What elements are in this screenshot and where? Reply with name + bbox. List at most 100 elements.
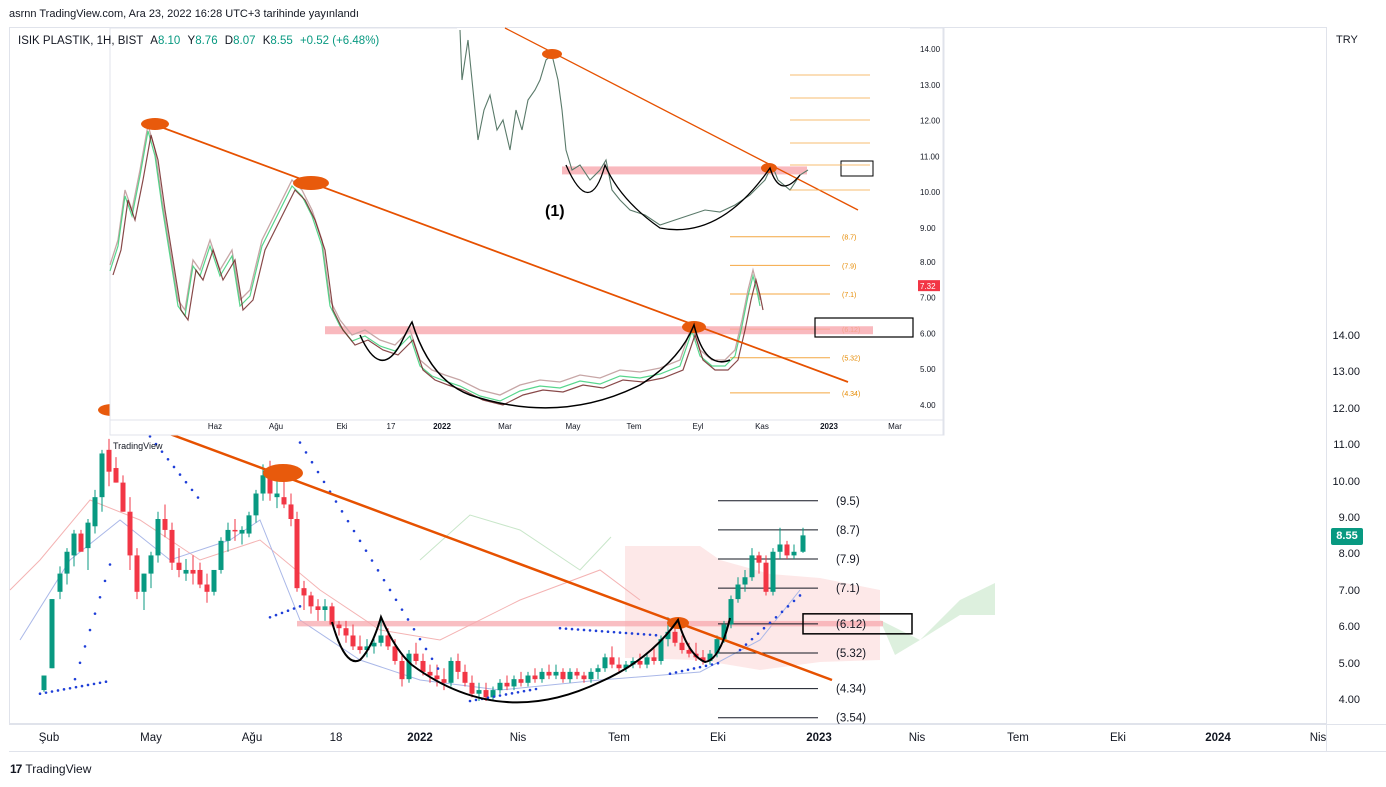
sar-dot (710, 663, 714, 666)
candle-body (602, 657, 608, 669)
time-axis[interactable]: Şub May Ağu 18 2022 Nis Tem Eki 2023 Nis Tem Eki 202… (9, 724, 1326, 752)
price-axis-tick: 13.00 (1332, 366, 1360, 379)
time-axis-tick: 2023 (806, 732, 832, 744)
candle-body (343, 628, 349, 636)
sar-dot (576, 628, 580, 631)
candle-body (127, 511, 133, 556)
candle-body (288, 504, 294, 519)
price-axis-tick: 10.00 (1332, 475, 1360, 488)
sar-dot (630, 632, 634, 635)
top-inset-price-tick: 13.00 (920, 81, 941, 90)
sar-dot (668, 672, 672, 675)
sar-dot (190, 488, 194, 492)
sar-dot (588, 629, 592, 632)
candle-body (85, 522, 91, 549)
top-inset-price-tick: 14.00 (920, 45, 941, 54)
inset-fib-label: (7.1) (842, 292, 856, 299)
price-axis-tick: 8.00 (1338, 548, 1360, 561)
price-axis-tick: 4.00 (1338, 694, 1360, 706)
sar-dot (358, 539, 362, 543)
sar-dot (68, 686, 72, 690)
price-axis[interactable]: 14.00 13.00 12.00 11.00 10.00 9.00 8.00 7.00 6.0… (1326, 27, 1386, 724)
candle-body (204, 584, 210, 592)
candle-body (413, 653, 419, 661)
sar-dot (492, 695, 496, 698)
candle-body (427, 671, 433, 676)
top-inset-label: (1) (545, 203, 565, 220)
inset-time-tick: Mar (888, 422, 902, 431)
candle-body (392, 646, 398, 661)
sar-dot (178, 473, 182, 476)
sar-dot (786, 605, 790, 608)
inset-price-tick: 7.00 (920, 294, 936, 303)
ichimoku-cloud-red (625, 546, 880, 670)
candle-body (420, 660, 426, 672)
candle-body (406, 653, 412, 680)
time-axis-tick: Nis (509, 732, 527, 744)
inset-ma-dark (112, 134, 764, 406)
candle-body (616, 664, 622, 669)
sar-dot (352, 529, 356, 533)
sar-dot (738, 648, 742, 652)
time-axis-tick: Ağu (241, 732, 263, 744)
inset-time-tick: Kas (755, 422, 769, 431)
candle-body (336, 624, 342, 629)
top-inset-price-tick: 11.00 (920, 152, 940, 161)
candle-body (232, 529, 238, 532)
candle-body (539, 671, 545, 680)
tradingview-watermark: TradingView (113, 441, 163, 451)
sar-dot (474, 698, 478, 702)
candle-body (441, 679, 447, 683)
sar-dot (310, 460, 314, 464)
candle-body (190, 569, 196, 574)
candle-body (141, 573, 147, 592)
candle-body (800, 535, 806, 552)
inset-price-badge (918, 280, 940, 292)
inset-time-tick: 2022 (433, 422, 451, 431)
candle-body (742, 577, 748, 585)
sar-dot (280, 611, 284, 615)
top-inset-highlight-box (840, 160, 874, 177)
candle-body (78, 533, 84, 552)
top-inset-trendline (504, 27, 859, 211)
sar-dot (418, 637, 422, 641)
candle-body (595, 668, 601, 672)
sar-dot (298, 441, 302, 444)
sar-dot (62, 688, 66, 691)
candle-body (623, 664, 629, 669)
candle-body (64, 551, 70, 574)
sar-dot (148, 435, 152, 438)
sar-dot (654, 633, 658, 637)
sar-dot (582, 628, 586, 632)
candle-body (651, 657, 657, 661)
candle-body (113, 468, 119, 483)
candle-body (777, 544, 783, 552)
top-inset-price-tick: 12.00 (920, 117, 941, 126)
sar-dot (73, 677, 77, 681)
fib-level-label: (7.1) (836, 583, 860, 595)
time-axis-tick: 2022 (407, 732, 433, 744)
candle-body (197, 569, 203, 585)
fib-level-label: (3.54) (836, 713, 866, 725)
resistance-zone (297, 620, 883, 627)
candle-body (357, 646, 363, 651)
candle-body (763, 562, 769, 592)
inset-time-tick: 2023 (820, 422, 838, 431)
sar-dot (424, 647, 428, 651)
sar-dot (268, 615, 272, 619)
time-axis-tick: Tem (1007, 732, 1029, 744)
candle-body (71, 533, 77, 556)
sar-dot (792, 599, 796, 603)
top-inset-chart: (1) 14.00 13.00 12.00 11.00 10.00 9.00 (457, 27, 941, 233)
candle-body (588, 671, 594, 680)
ichimoku-lagging-line (419, 514, 612, 571)
candle-body (784, 544, 790, 556)
sar-dot (704, 664, 708, 668)
sar-dot (154, 442, 158, 446)
inset-time-tick: Tem (626, 422, 641, 431)
sar-dot (98, 681, 102, 685)
sar-dot (292, 607, 296, 610)
sar-dot (364, 549, 368, 552)
inset-time-tick: Mar (498, 422, 512, 431)
